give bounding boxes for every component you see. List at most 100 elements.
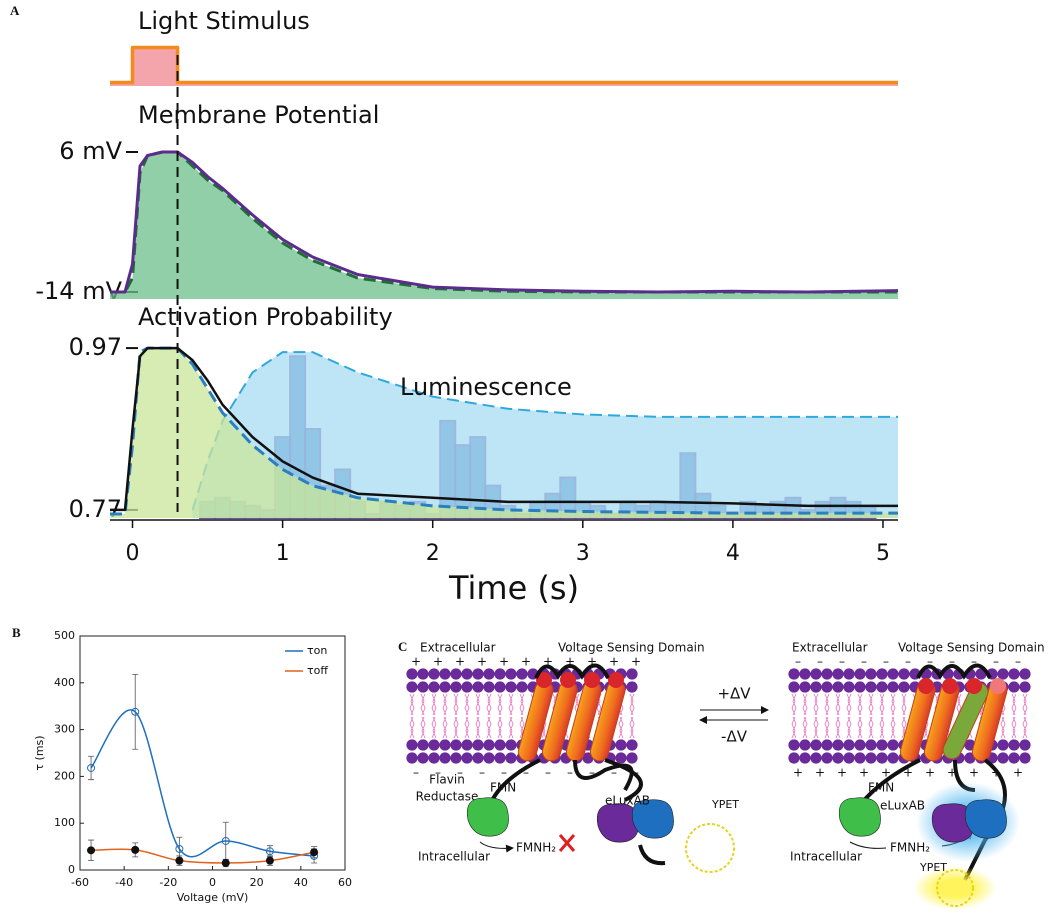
lipid-head bbox=[626, 752, 638, 764]
line bbox=[110, 150, 899, 294]
lipid-head bbox=[472, 681, 484, 693]
lipid-head bbox=[472, 739, 484, 751]
lipid-head bbox=[887, 681, 899, 693]
charge: + bbox=[521, 655, 531, 669]
x-tick-label: 40 bbox=[294, 876, 308, 889]
lipid-head bbox=[810, 739, 822, 751]
lipid-tail bbox=[1000, 716, 1006, 739]
lipid-head bbox=[821, 681, 833, 693]
charge: + bbox=[837, 766, 847, 780]
marker bbox=[221, 858, 230, 867]
diagram-label: Intracellular bbox=[790, 850, 862, 864]
lipid-head bbox=[450, 681, 462, 693]
charge: – bbox=[905, 655, 911, 669]
lipid-head bbox=[406, 739, 418, 751]
lipid-tail bbox=[857, 716, 863, 739]
diagram-label: -ΔV bbox=[721, 728, 748, 746]
lipid-tail bbox=[791, 716, 797, 739]
lipid-head bbox=[626, 681, 638, 693]
lipid-tail bbox=[508, 693, 514, 716]
lipid-head bbox=[483, 668, 495, 680]
lipid-head bbox=[788, 681, 800, 693]
marker bbox=[131, 707, 140, 716]
marker bbox=[87, 846, 96, 855]
area bbox=[110, 152, 898, 299]
charge: – bbox=[457, 766, 463, 780]
helix-cap bbox=[608, 672, 624, 688]
lipid-head bbox=[832, 739, 844, 751]
charge: + bbox=[925, 766, 935, 780]
diagram-label: Reductase bbox=[416, 790, 479, 804]
line bbox=[110, 346, 898, 512]
line bbox=[90, 709, 315, 858]
protein bbox=[466, 797, 509, 837]
lipid-tail bbox=[475, 716, 481, 739]
charge: + bbox=[969, 766, 979, 780]
lipid-tail bbox=[420, 716, 426, 739]
marker bbox=[175, 844, 184, 853]
charge: + bbox=[499, 655, 509, 669]
line bbox=[110, 45, 898, 85]
charge: + bbox=[433, 655, 443, 669]
lipid-head bbox=[1019, 681, 1031, 693]
lipid-head bbox=[1019, 739, 1031, 751]
lipid-head bbox=[494, 668, 506, 680]
charge: – bbox=[795, 655, 801, 669]
lipid-tail bbox=[618, 716, 624, 739]
x-tick-label: -40 bbox=[115, 876, 133, 889]
helix-cap bbox=[990, 678, 1006, 694]
lipid-head bbox=[505, 752, 517, 764]
lipid-head bbox=[843, 739, 855, 751]
ypet-protein bbox=[685, 823, 735, 873]
lipid-tail bbox=[890, 716, 896, 739]
diagram-label: YPET bbox=[711, 798, 739, 811]
y-tick-label: 6 mV bbox=[59, 137, 122, 165]
lipid-tail bbox=[868, 693, 874, 716]
legend-label: τon bbox=[307, 644, 327, 657]
lipid-head bbox=[799, 752, 811, 764]
charge: – bbox=[817, 655, 823, 669]
lipid-tail bbox=[475, 693, 481, 716]
lipid-head bbox=[494, 681, 506, 693]
lipid-head bbox=[876, 739, 888, 751]
charge: – bbox=[1015, 655, 1021, 669]
diagram-label: eLuxAB bbox=[880, 799, 925, 813]
y-tick-label: 0.97 bbox=[69, 333, 122, 361]
lipid-tail bbox=[431, 693, 437, 716]
x-axis-label: Voltage (mV) bbox=[177, 891, 249, 904]
lipid-tail bbox=[857, 693, 863, 716]
marker bbox=[87, 763, 96, 772]
lipid-head bbox=[821, 739, 833, 751]
y-tick-label: 300 bbox=[54, 723, 75, 736]
lipid-head bbox=[887, 752, 899, 764]
charge: – bbox=[413, 766, 419, 780]
area bbox=[110, 348, 898, 518]
glow bbox=[913, 866, 997, 910]
lipid-head bbox=[461, 739, 473, 751]
x-tick-label: 2 bbox=[426, 541, 440, 566]
charge: – bbox=[949, 655, 955, 669]
row-title: Light Stimulus bbox=[138, 7, 310, 35]
lipid-head bbox=[615, 739, 627, 751]
lipid-head bbox=[428, 752, 440, 764]
lipid-tail bbox=[868, 716, 874, 739]
x-tick-label: 60 bbox=[338, 876, 352, 889]
lipid-head bbox=[898, 668, 910, 680]
lipid-head bbox=[417, 739, 429, 751]
helix-cap bbox=[584, 672, 600, 688]
lipid-head bbox=[799, 739, 811, 751]
lipid-head bbox=[450, 668, 462, 680]
diagram-label: FMN bbox=[868, 781, 894, 795]
diagram-label: eLuxAB bbox=[605, 794, 650, 808]
charge: – bbox=[435, 766, 441, 780]
lipid-tail bbox=[901, 693, 907, 716]
charge: + bbox=[1013, 766, 1023, 780]
lipid-head bbox=[843, 752, 855, 764]
membrane-left: +–+–+–+–+–+–+–+–+–+–+– bbox=[406, 655, 641, 780]
lipid-head bbox=[461, 681, 473, 693]
x-tick-label: 5 bbox=[876, 541, 890, 566]
diagram-label: FMNH₂ bbox=[516, 841, 556, 855]
lipid-tail bbox=[420, 693, 426, 716]
lipid-head bbox=[494, 739, 506, 751]
charge: + bbox=[793, 766, 803, 780]
